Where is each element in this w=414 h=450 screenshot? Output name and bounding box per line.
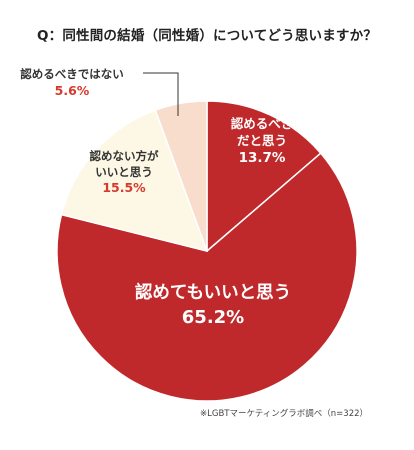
slice-value: 5.6% xyxy=(55,83,90,98)
pie-slice-1 xyxy=(206,100,322,253)
slice-name-line: 認めてもいいと思う xyxy=(135,282,291,303)
slice-value: 65.2% xyxy=(182,307,244,328)
slice-name-line: だと思う xyxy=(237,133,287,148)
slice-value: 13.7% xyxy=(239,150,286,166)
pie-slice-3 xyxy=(60,109,209,253)
slice-value: 15.5% xyxy=(102,180,146,195)
slice-label-4: 認めるべきではない 5.6% xyxy=(20,67,124,98)
slice-label-2: 認めてもいいと思う 65.2% xyxy=(135,282,291,328)
pie-slice-4 xyxy=(154,100,208,252)
leader-line xyxy=(143,72,179,116)
slice-name-line: 認めない方が xyxy=(90,149,159,163)
source-footnote: ※LGBTマーケティングラボ調べ（n=322） xyxy=(200,409,369,419)
slice-name-line: 認めるべき xyxy=(231,116,294,131)
slice-name-line: 認めるべきではない xyxy=(20,67,124,81)
slice-name-line: いいと思う xyxy=(95,165,153,179)
pie-slice-2 xyxy=(56,152,358,402)
chart-title: Q：同性間の結婚（同性婚）についてどう思いますか？ xyxy=(36,28,378,44)
